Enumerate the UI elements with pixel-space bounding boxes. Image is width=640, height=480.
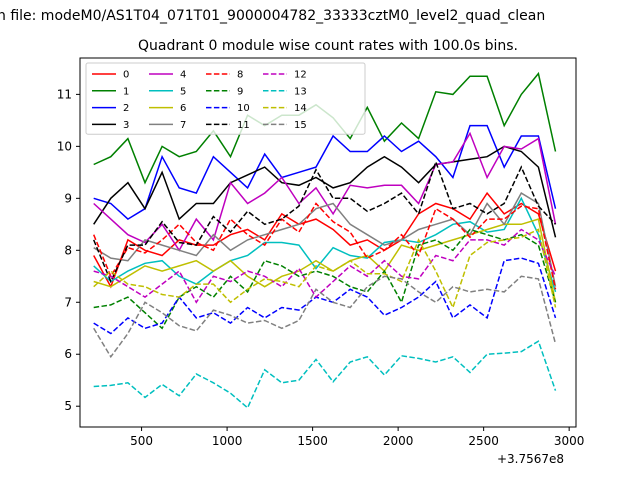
y-tick-label: 6 [64, 347, 72, 361]
y-tick-label: 9 [64, 191, 72, 205]
legend-label-12: 12 [294, 70, 307, 81]
series-line-4 [93, 131, 557, 252]
y-tick-label: 5 [64, 399, 72, 413]
legend-label-6: 6 [180, 103, 186, 114]
legend-label-7: 7 [180, 120, 186, 131]
series-group [93, 71, 557, 410]
series-line-15 [93, 275, 557, 359]
legend-label-8: 8 [237, 70, 243, 81]
x-tick-label: 2500 [468, 434, 499, 448]
legend-label-4: 4 [180, 70, 186, 81]
legend-label-11: 11 [237, 120, 250, 131]
series-line-2 [93, 124, 557, 221]
series-line-9 [93, 228, 557, 330]
x-tick-label: 500 [130, 434, 153, 448]
series-line-14 [93, 228, 557, 310]
legend-label-13: 13 [294, 86, 307, 97]
x-tick-label: 3000 [554, 434, 585, 448]
y-axis: 5 6 7 8 9 10 11 [57, 87, 80, 413]
legend-label-1: 1 [123, 86, 129, 97]
figure-suptitle: n file: modeM0/AS1T04_071T01_9000004782_… [0, 8, 545, 24]
chart-title: Quadrant 0 module wise count rates with … [138, 38, 518, 54]
legend-label-14: 14 [294, 103, 307, 114]
series-line-6 [93, 218, 557, 303]
series-line-7 [93, 192, 557, 287]
series-line-10 [93, 257, 557, 335]
series-line-13 [93, 340, 557, 410]
series-line-11 [93, 159, 557, 284]
y-tick-label: 8 [64, 243, 72, 257]
legend-label-3: 3 [123, 120, 129, 131]
x-axis: 500 1000 1500 2000 2500 3000 [130, 427, 584, 448]
legend-label-15: 15 [294, 120, 307, 131]
legend-label-5: 5 [180, 86, 186, 97]
series-line-12 [93, 228, 557, 304]
x-tick-label: 2000 [383, 434, 414, 448]
x-tick-label: 1500 [297, 434, 328, 448]
legend-box [85, 62, 366, 135]
x-offset-label: +3.7567e8 [497, 452, 564, 466]
axes-frame [79, 57, 577, 428]
legend-label-0: 0 [123, 70, 129, 81]
y-tick-label: 10 [57, 139, 72, 153]
x-tick-label: 1000 [212, 434, 243, 448]
y-tick-label: 7 [64, 295, 72, 309]
y-tick-label: 11 [57, 87, 72, 101]
legend-label-9: 9 [237, 86, 243, 97]
legend-label-10: 10 [237, 103, 250, 114]
legend-label-2: 2 [123, 103, 129, 114]
